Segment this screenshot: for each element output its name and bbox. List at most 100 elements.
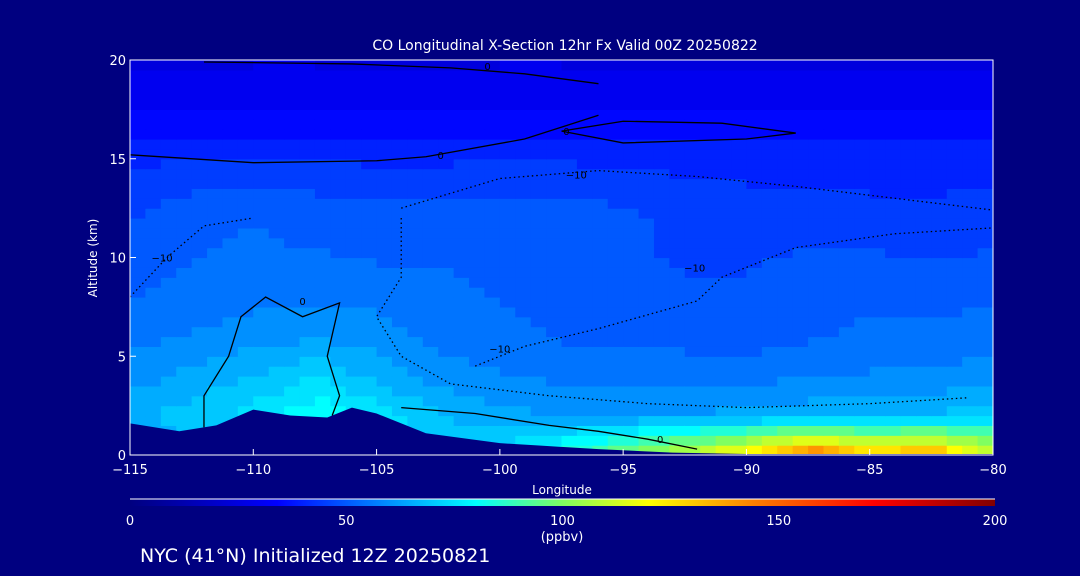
heatmap-cell xyxy=(684,405,701,417)
heatmap-cell xyxy=(561,405,578,417)
heatmap-cell xyxy=(715,425,732,436)
heatmap-cell xyxy=(808,89,825,101)
heatmap-cell xyxy=(453,425,470,436)
heatmap-cell xyxy=(130,69,147,81)
heatmap-cell xyxy=(469,208,486,219)
heatmap-cell xyxy=(823,376,840,387)
heatmap-cell xyxy=(808,148,825,160)
heatmap-cell xyxy=(638,257,655,268)
heatmap-cell xyxy=(731,60,748,71)
heatmap-cell xyxy=(222,139,239,150)
x-tick-label: −100 xyxy=(482,463,518,478)
heatmap-cell xyxy=(453,139,470,150)
heatmap-cell xyxy=(376,385,393,397)
heatmap-cell xyxy=(700,158,717,170)
heatmap-cell xyxy=(576,119,593,130)
heatmap-cell xyxy=(638,60,655,71)
heatmap-cell xyxy=(946,425,963,436)
heatmap-cell xyxy=(361,109,378,120)
heatmap-cell xyxy=(746,297,763,308)
heatmap-cell xyxy=(607,395,624,407)
heatmap-cell xyxy=(900,69,917,81)
heatmap-cell xyxy=(792,257,809,268)
heatmap-cell xyxy=(900,218,917,229)
heatmap-cell xyxy=(145,198,162,209)
heatmap-cell xyxy=(422,158,439,170)
heatmap-cell xyxy=(561,208,578,219)
heatmap-cell xyxy=(207,109,224,120)
heatmap-cell xyxy=(869,89,886,101)
heatmap-cell xyxy=(268,129,285,140)
heatmap-cell xyxy=(638,376,655,387)
heatmap-cell xyxy=(376,208,393,219)
heatmap-cell xyxy=(838,395,855,407)
heatmap-cell xyxy=(761,297,778,308)
heatmap-cell xyxy=(915,415,932,426)
heatmap-cell xyxy=(361,198,378,209)
heatmap-cell xyxy=(962,376,979,387)
heatmap-cell xyxy=(838,336,855,347)
heatmap-cell xyxy=(653,277,670,288)
heatmap-cell xyxy=(792,405,809,417)
heatmap-cell xyxy=(330,79,347,91)
heatmap-cell xyxy=(145,237,162,249)
heatmap-cell xyxy=(962,435,979,446)
heatmap-cell xyxy=(638,247,655,259)
heatmap-cell xyxy=(576,69,593,81)
heatmap-cell xyxy=(700,435,717,446)
heatmap-cell xyxy=(638,385,655,397)
heatmap-cell xyxy=(576,267,593,278)
heatmap-cell xyxy=(515,306,532,318)
heatmap-cell xyxy=(962,168,979,180)
heatmap-cell xyxy=(838,198,855,209)
heatmap-cell xyxy=(746,237,763,249)
heatmap-cell xyxy=(345,316,362,328)
heatmap-cell xyxy=(792,346,809,357)
heatmap-cell xyxy=(237,89,254,101)
heatmap-cell xyxy=(576,297,593,308)
heatmap-cell xyxy=(345,356,362,367)
heatmap-cell xyxy=(515,356,532,367)
heatmap-cell xyxy=(885,119,902,130)
heatmap-cell xyxy=(253,139,270,150)
heatmap-cell xyxy=(962,79,979,91)
heatmap-cell xyxy=(176,267,193,278)
heatmap-cell xyxy=(515,69,532,81)
heatmap-cell xyxy=(484,188,501,199)
heatmap-cell xyxy=(191,326,208,338)
heatmap-cell xyxy=(715,297,732,308)
heatmap-cell xyxy=(499,346,516,357)
heatmap-cell xyxy=(561,346,578,357)
heatmap-cell xyxy=(761,158,778,170)
heatmap-cell xyxy=(761,119,778,130)
x-tick-label: −115 xyxy=(112,463,148,478)
heatmap-cell xyxy=(314,376,331,387)
heatmap-cell xyxy=(330,60,347,71)
heatmap-cell xyxy=(931,336,948,347)
heatmap-cell xyxy=(808,139,825,150)
heatmap-cell xyxy=(469,366,486,377)
heatmap-cell xyxy=(530,395,547,407)
heatmap-cell xyxy=(361,99,378,110)
heatmap-cell xyxy=(284,336,301,347)
heatmap-cell xyxy=(222,316,239,328)
heatmap-cell xyxy=(561,306,578,318)
heatmap-cell xyxy=(746,158,763,170)
heatmap-cell xyxy=(653,346,670,357)
heatmap-cell xyxy=(946,277,963,288)
heatmap-cell xyxy=(684,326,701,338)
heatmap-cell xyxy=(160,405,177,417)
heatmap-cell xyxy=(515,168,532,180)
heatmap-cell xyxy=(653,385,670,397)
heatmap-cell xyxy=(145,178,162,189)
heatmap-cell xyxy=(731,356,748,367)
heatmap-cell xyxy=(391,405,408,417)
heatmap-cell xyxy=(499,405,516,417)
heatmap-cell xyxy=(453,287,470,298)
heatmap-cell xyxy=(391,385,408,397)
heatmap-cell xyxy=(453,395,470,407)
heatmap-cell xyxy=(361,119,378,130)
heatmap-cell xyxy=(977,435,993,446)
heatmap-cell xyxy=(761,405,778,417)
